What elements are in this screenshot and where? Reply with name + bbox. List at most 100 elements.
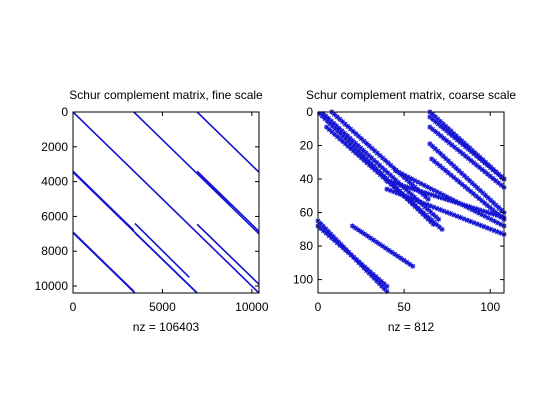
nonzero-marker	[349, 223, 356, 229]
nonzero-marker	[484, 162, 491, 168]
nonzero-marker	[347, 126, 354, 132]
nonzero-marker	[356, 259, 362, 265]
nonzero-marker	[473, 193, 479, 199]
nonzero-marker	[323, 226, 329, 232]
nonzero-marker	[421, 200, 427, 206]
nonzero-marker	[411, 196, 417, 203]
y-tick-label: 20	[300, 139, 314, 153]
nonzero-marker	[435, 116, 441, 122]
nonzero-marker	[475, 210, 482, 216]
nonzero-marker	[428, 217, 434, 223]
y-tick-label: 2000	[41, 140, 68, 154]
nonzero-marker	[490, 207, 496, 213]
nonzero-marker	[332, 126, 338, 132]
nonzero-marker	[384, 288, 390, 294]
nonzero-marker	[337, 131, 343, 137]
nonzero-marker	[373, 274, 379, 280]
y-tick-label: 100	[293, 273, 313, 287]
nonzero-marker	[415, 187, 421, 194]
nonzero-marker	[427, 114, 433, 120]
nonzero-marker	[430, 211, 436, 217]
nonzero-marker	[480, 208, 486, 214]
nonzero-marker	[361, 138, 367, 144]
nonzero-marker	[404, 194, 410, 200]
nonzero-marker	[408, 185, 414, 191]
nonzero-marker	[403, 187, 409, 193]
nonzero-marker	[457, 214, 464, 221]
nonzero-marker	[443, 194, 450, 200]
nonzero-marker	[386, 247, 392, 253]
nonzero-marker	[381, 286, 387, 292]
nonzero-marker	[479, 198, 485, 204]
nonzero-marker	[422, 194, 429, 200]
nonzero-marker	[368, 155, 375, 161]
nonzero-marker	[435, 194, 442, 200]
x-axis-label: nz = 812	[388, 320, 435, 334]
nonzero-marker	[329, 129, 335, 135]
nonzero-marker	[373, 239, 380, 245]
nonzero-marker	[339, 128, 345, 134]
nonzero-marker	[393, 186, 399, 192]
nonzero-marker	[414, 198, 420, 204]
nonzero-marker	[495, 212, 502, 218]
nonzero-marker	[437, 163, 443, 169]
nonzero-marker	[342, 141, 348, 147]
nonzero-marker	[438, 123, 444, 129]
nonzero-marker	[388, 162, 394, 168]
nonzero-marker	[435, 148, 441, 154]
nonzero-marker	[439, 226, 445, 232]
nonzero-marker	[318, 225, 324, 231]
nonzero-marker	[436, 224, 442, 230]
nonzero-marker	[382, 157, 388, 164]
nonzero-diagonal-band	[427, 124, 507, 191]
nonzero-marker	[435, 216, 442, 222]
nonzero-marker	[468, 148, 474, 155]
nonzero-marker	[440, 153, 446, 159]
nonzero-marker	[350, 148, 357, 154]
nonzero-marker	[476, 164, 482, 170]
x-axis-label: nz = 106403	[133, 320, 200, 334]
nonzero-marker	[463, 203, 469, 209]
nonzero-marker	[350, 138, 356, 144]
nonzero-marker	[451, 212, 457, 218]
nonzero-marker	[463, 144, 469, 150]
nonzero-marker	[345, 249, 351, 256]
nonzero-marker	[373, 166, 380, 172]
nonzero-marker	[411, 194, 418, 200]
nonzero-marker	[323, 113, 329, 119]
nonzero-marker	[424, 202, 430, 208]
nonzero-marker	[471, 220, 477, 226]
nonzero-marker	[319, 113, 325, 119]
nonzero-marker	[406, 179, 413, 185]
nonzero-marker	[355, 133, 362, 139]
nonzero-marker	[406, 189, 412, 195]
nonzero-marker	[342, 136, 349, 142]
nonzero-marker	[370, 237, 377, 243]
nonzero-marker	[443, 128, 450, 134]
nonzero-marker	[334, 114, 340, 120]
nonzero-marker	[470, 191, 476, 197]
nonzero-marker	[389, 249, 395, 255]
nonzero-marker	[376, 241, 383, 247]
nonzero-marker	[452, 144, 458, 150]
nonzero-marker	[334, 240, 340, 246]
nonzero-marker	[484, 225, 490, 231]
nonzero-marker	[369, 164, 375, 171]
nonzero-marker	[465, 155, 471, 161]
nonzero-marker	[379, 283, 385, 289]
nonzero-marker	[377, 152, 383, 159]
nonzero-marker	[418, 188, 424, 195]
nonzero-marker	[427, 124, 433, 130]
nonzero-marker	[429, 192, 435, 198]
nonzero-marker	[370, 271, 376, 277]
nonzero-marker	[447, 195, 453, 201]
nonzero-marker	[417, 199, 423, 205]
nonzero-marker	[337, 242, 343, 248]
nonzero-marker	[365, 266, 371, 273]
nonzero-marker	[477, 207, 483, 213]
nonzero-marker	[477, 222, 484, 228]
nonzero-marker	[348, 252, 354, 258]
nonzero-marker	[451, 174, 457, 181]
